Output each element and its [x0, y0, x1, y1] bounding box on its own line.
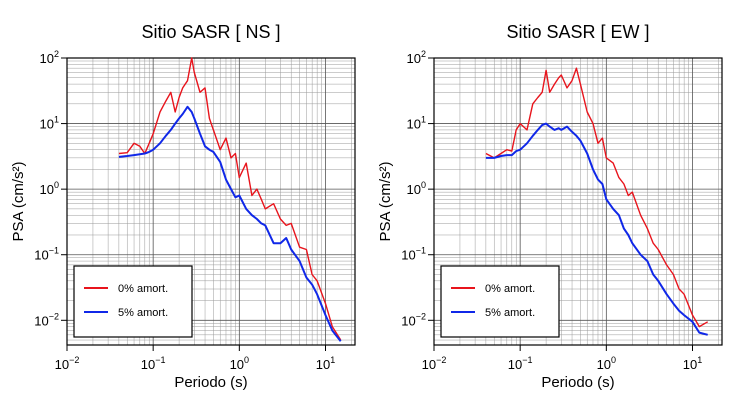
tick-base: 10: [55, 357, 69, 372]
tick-base: 10: [141, 357, 155, 372]
tick-base: 10: [40, 182, 54, 197]
legend-label: 0% amort.: [118, 283, 168, 295]
tick-label: 10−2: [401, 311, 426, 328]
tick-base: 10: [230, 357, 244, 372]
tick-base: 10: [34, 248, 48, 263]
tick-label: 10−1: [34, 246, 59, 263]
series-line: [485, 67, 709, 328]
tick-label: 10−1: [401, 246, 426, 263]
legend-label: 5% amort.: [118, 307, 168, 319]
tick-label: 101: [316, 355, 335, 372]
tick-label: 100: [407, 180, 426, 197]
tick-label: 100: [40, 180, 59, 197]
tick-base: 10: [407, 117, 421, 132]
tick-label: 10−2: [55, 355, 80, 372]
tick-label: 10−2: [422, 355, 447, 372]
tick-base: 10: [401, 313, 415, 328]
tick-label: 101: [407, 115, 426, 132]
tick-label: 102: [407, 49, 426, 66]
tick-base: 10: [316, 357, 330, 372]
series-line: [118, 105, 342, 342]
tick-label: 10−1: [508, 355, 533, 372]
tick-base: 10: [422, 357, 436, 372]
tick-exponent: −1: [155, 355, 165, 365]
tick-base: 10: [40, 117, 54, 132]
tick-exponent: 2: [421, 49, 426, 59]
tick-label: 101: [40, 115, 59, 132]
tick-exponent: −1: [416, 246, 426, 256]
series-line: [118, 57, 342, 341]
legend-label: 5% amort.: [485, 307, 535, 319]
y-axis-label: PSA (cm/s²): [10, 161, 27, 241]
tick-label: 100: [230, 355, 249, 372]
tick-exponent: −1: [522, 355, 532, 365]
plot-frame: [433, 57, 723, 346]
tick-base: 10: [683, 357, 697, 372]
chart-title: Sitio SASR [ NS ]: [141, 22, 280, 42]
tick-exponent: 0: [611, 355, 616, 365]
tick-base: 10: [407, 51, 421, 66]
series-line: [485, 122, 708, 336]
tick-exponent: 0: [421, 180, 426, 190]
tick-exponent: −2: [69, 355, 79, 365]
legend-box: [73, 265, 193, 338]
tick-exponent: 1: [54, 115, 59, 125]
tick-exponent: 2: [54, 49, 59, 59]
x-axis-label: Periodo (s): [174, 374, 247, 391]
tick-label: 102: [40, 49, 59, 66]
chart-title: Sitio SASR [ EW ]: [506, 22, 649, 42]
tick-base: 10: [34, 313, 48, 328]
tick-exponent: 0: [54, 180, 59, 190]
tick-label: 10−2: [34, 311, 59, 328]
tick-exponent: 1: [330, 355, 335, 365]
tick-exponent: −2: [416, 311, 426, 321]
tick-label: 10−1: [141, 355, 166, 372]
tick-exponent: −2: [49, 311, 59, 321]
tick-exponent: 0: [244, 355, 249, 365]
tick-exponent: 1: [697, 355, 702, 365]
plot-frame: [66, 57, 356, 346]
tick-base: 10: [40, 51, 54, 66]
tick-exponent: 1: [421, 115, 426, 125]
tick-exponent: −1: [49, 246, 59, 256]
x-axis-label: Periodo (s): [541, 374, 614, 391]
tick-base: 10: [407, 182, 421, 197]
legend-label: 0% amort.: [485, 283, 535, 295]
tick-label: 100: [597, 355, 616, 372]
tick-base: 10: [401, 248, 415, 263]
tick-base: 10: [508, 357, 522, 372]
tick-label: 101: [683, 355, 702, 372]
y-axis-label: PSA (cm/s²): [377, 161, 394, 241]
legend-box: [440, 265, 560, 338]
tick-base: 10: [597, 357, 611, 372]
tick-exponent: −2: [436, 355, 446, 365]
